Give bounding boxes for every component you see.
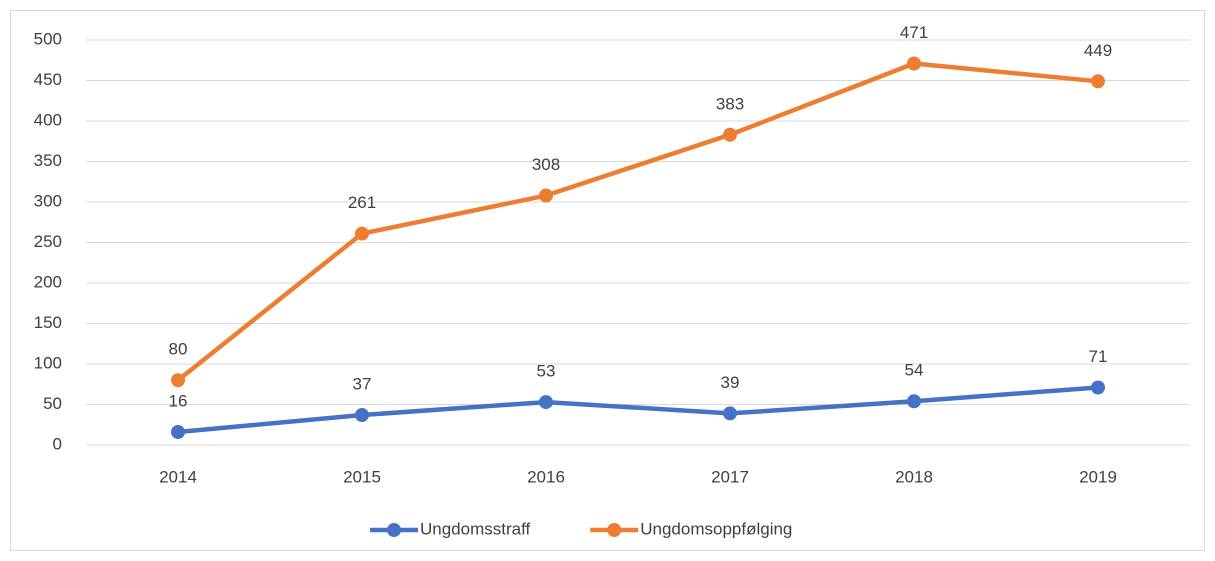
point	[355, 408, 369, 423]
point	[355, 226, 369, 241]
data-label: 308	[532, 155, 560, 174]
series-line	[177, 385, 1099, 435]
y-tick-label: 250	[34, 232, 62, 251]
data-label: 383	[716, 94, 744, 113]
data-label: 80	[169, 340, 188, 359]
y-tick-label: 150	[34, 313, 62, 332]
legend-label: Ungdomsoppfølging	[640, 519, 792, 538]
data-label: 16	[169, 392, 188, 411]
series-line	[176, 61, 1099, 382]
x-tick-label: 2016	[527, 467, 565, 486]
point	[539, 188, 553, 203]
point	[171, 425, 185, 440]
x-tick-label: 2019	[1079, 467, 1117, 486]
point	[723, 127, 737, 142]
y-tick-label: 450	[34, 70, 62, 89]
x-tick-label: 2015	[343, 467, 381, 486]
point	[1091, 380, 1105, 395]
data-label: 37	[353, 375, 372, 394]
point	[907, 394, 921, 409]
point	[907, 56, 921, 71]
data-label: 53	[537, 362, 556, 381]
y-tick-label: 300	[34, 191, 62, 210]
data-label: 54	[905, 361, 924, 380]
y-tick-label: 200	[34, 272, 62, 291]
data-label: 71	[1089, 347, 1108, 366]
chart-border	[10, 10, 1205, 551]
y-tick-label: 500	[34, 29, 62, 48]
y-tick-label: 350	[34, 151, 62, 170]
point	[171, 373, 185, 388]
point	[539, 395, 553, 410]
point	[1091, 74, 1105, 89]
x-tick-label: 2018	[895, 467, 933, 486]
y-tick-label: 100	[34, 353, 62, 372]
y-tick-label: 400	[34, 110, 62, 129]
data-label: 39	[721, 373, 740, 392]
y-tick-label: 0	[53, 434, 62, 453]
x-tick-label: 2017	[711, 467, 749, 486]
legend-marker	[607, 523, 622, 537]
data-label: 261	[348, 193, 376, 212]
x-tick-label: 2014	[159, 467, 197, 486]
legend-marker	[387, 523, 401, 537]
legend-label: Ungdomsstraff	[420, 519, 531, 538]
point	[723, 406, 737, 421]
data-label: 471	[900, 23, 928, 42]
y-tick-label: 50	[43, 394, 62, 413]
data-label: 449	[1084, 41, 1112, 60]
